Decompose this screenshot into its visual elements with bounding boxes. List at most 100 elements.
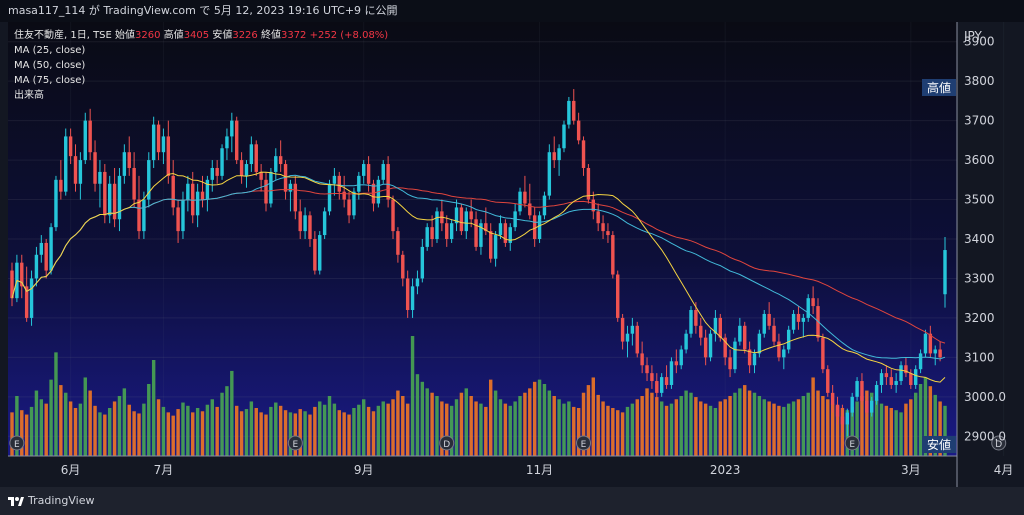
volume-bar [918,384,923,456]
volume-bar [523,392,527,456]
y-tick-label: 3300 [964,271,995,285]
y-tick-label: 3900 [964,35,995,49]
candle-body [264,179,268,204]
candle-body [469,211,473,220]
candle-body [410,286,415,311]
volume-bar [318,401,322,456]
candle-body [616,274,620,318]
volume-bar [430,392,434,456]
volume-bar [894,410,898,456]
volume-bar [401,396,405,456]
volume-bar [703,403,708,456]
volume-bar [738,388,742,456]
candle-body [234,120,239,161]
indicator-ma50[interactable]: MA (50, close) [14,60,86,71]
volume-bar [733,392,737,456]
volume-bar [694,397,698,456]
candle-body [713,317,718,334]
candle-body [757,333,762,354]
candle-body [904,365,908,374]
candle-body [181,199,185,232]
x-tick-label: 9月 [354,463,374,477]
candle-body [923,333,928,354]
candle-body [782,349,786,358]
event-marker [287,435,303,451]
volume-bar [821,396,825,456]
candle-body [425,227,429,247]
volume-bar [699,401,703,456]
candle-body [611,235,615,275]
event-marker [9,435,25,451]
volume-bar [557,399,561,456]
volume-bar [181,402,185,456]
candle-body [39,242,44,255]
volume-bar [59,385,63,456]
candle-body [29,278,34,318]
volume-bar [376,405,381,456]
volume-bar [259,412,263,456]
volume-bar [396,390,400,456]
candle-body [752,353,757,366]
volume-bar [811,377,815,456]
volume-bar [205,404,210,456]
y-tick-label: 3800 [964,74,995,88]
volume-bar [342,412,346,456]
candle-body [64,136,68,192]
volume-bar [347,414,351,456]
candle-body [806,298,810,318]
candle-body [24,286,29,318]
candle-body [913,369,918,385]
candle-body [909,373,913,385]
volume-bar [664,405,669,456]
volume-bar [479,403,483,456]
candle-body [659,377,664,393]
candle-body [20,262,24,287]
candle-body [337,175,341,192]
candle-body [830,392,835,405]
high-tag: 高値 [927,80,951,95]
volume-bar [122,388,127,456]
volume-bar [303,411,307,456]
candle-body [347,199,351,216]
candle-body [103,171,107,216]
price-scale-tags: 高値 安値 JPY [922,29,983,453]
candle-body [161,136,166,153]
volume-bar [567,401,571,456]
volume-bar [278,405,283,456]
candle-body [239,160,244,176]
change-value: +252 (+8.08%) [309,30,389,41]
candle-body [738,325,742,342]
candle-body [34,254,39,279]
volume-bar [586,385,591,456]
candle-body [137,199,141,232]
volume-bar [73,408,78,456]
volume-bar [879,403,884,456]
volume-bar [874,399,879,456]
volume-bar [322,404,327,456]
volume-bar [405,403,410,456]
ma50-line [11,174,946,360]
candle-body [435,211,439,239]
volume-bar [474,401,478,456]
volume-bar [503,403,508,456]
indicator-volume[interactable]: 出来高 [14,90,44,101]
volume-bar [49,379,53,456]
candle-body [156,124,161,153]
event-marker [991,435,1007,451]
brand-name: TradingView [28,494,95,507]
candle-body [498,223,503,236]
volume-bar [420,381,425,456]
chart-area[interactable]: E E D E E D 6月 7月 9月 11月 2023 3月 4月 2900.0 3000.0 310… [0,22,1024,487]
candle-body [762,313,766,334]
price-chart[interactable]: E E D E E D 6月 7月 9月 11月 2023 3月 4月 2900.0 3000.0 310… [0,22,1024,487]
candle-body [850,396,854,413]
indicator-ma25[interactable]: MA (25, close) [14,45,86,56]
candle-body [601,223,605,232]
candle-body [747,349,752,366]
volume-bar [835,405,840,456]
indicator-ma75[interactable]: MA (75, close) [14,75,86,86]
candle-body [44,242,48,271]
candle-body [122,152,127,176]
y-tick-label: 2900.0 [964,429,1006,443]
volume-bar [230,370,234,456]
